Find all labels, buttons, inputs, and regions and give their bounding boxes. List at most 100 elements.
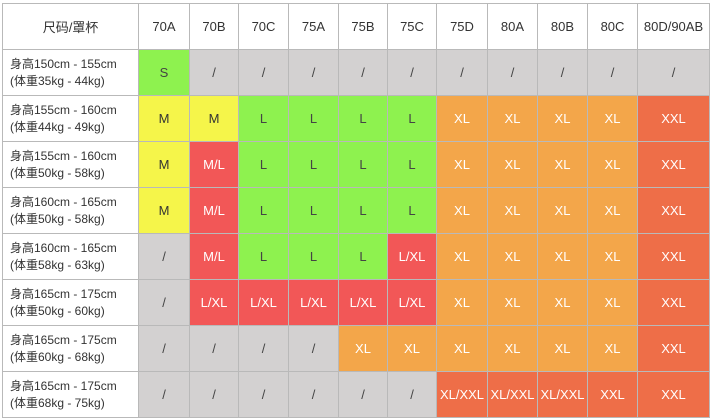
size-cell: M (189, 95, 239, 142)
size-cell: XXL (637, 325, 710, 372)
row-weight-label: (体重35kg - 44kg) (10, 73, 105, 88)
row-weight-label: (体重50kg - 60kg) (10, 303, 105, 318)
size-cell: L (338, 141, 388, 188)
size-cell: / (238, 371, 289, 418)
size-cell: XL (436, 141, 488, 188)
size-cell: / (238, 325, 289, 372)
table-row: 身高165cm - 175cm (体重50kg - 60kg) / L/XL L/XL L… (2, 279, 710, 326)
column-header-80d-90ab: 80D/90AB (637, 3, 710, 50)
size-cell: / (288, 371, 339, 418)
size-cell: XL (436, 187, 488, 234)
size-cell: L (387, 187, 437, 234)
row-label: 身高165cm - 175cm (体重50kg - 60kg) (2, 279, 139, 326)
row-weight-label: (体重60kg - 68kg) (10, 349, 105, 364)
size-cell: XL (387, 325, 437, 372)
size-cell: / (387, 49, 437, 96)
row-weight-label: (体重44kg - 49kg) (10, 119, 105, 134)
size-cell: XXL (637, 279, 710, 326)
size-cell: / (338, 371, 388, 418)
table-row: 身高165cm - 175cm (体重68kg - 75kg) / / / / / / XL/X… (2, 371, 710, 418)
size-cell: XXL (637, 187, 710, 234)
size-cell: XL (587, 233, 638, 280)
size-cell: / (637, 49, 710, 96)
table-row: 身高160cm - 165cm (体重50kg - 58kg) M M/L L L L L XL… (2, 187, 710, 234)
column-header-75a: 75A (288, 3, 339, 50)
size-cell: XXL (637, 95, 710, 142)
size-cell: XL (487, 325, 538, 372)
size-cell: S (138, 49, 190, 96)
size-cell: L (238, 187, 289, 234)
size-cell: L (387, 141, 437, 188)
size-cell: XL (587, 279, 638, 326)
row-weight-label: (体重58kg - 63kg) (10, 257, 105, 272)
size-cell: XL (537, 233, 588, 280)
column-header-80c: 80C (587, 3, 638, 50)
size-cell: XL (436, 233, 488, 280)
size-cell: / (288, 325, 339, 372)
size-cell: / (189, 371, 239, 418)
size-cell: / (587, 49, 638, 96)
size-cell: XL (587, 95, 638, 142)
size-cell: L/XL (288, 279, 339, 326)
corner-header-label: 尺码/罩杯 (2, 3, 139, 50)
size-cell: XXL (587, 371, 638, 418)
row-height-label: 身高160cm - 165cm (10, 194, 117, 209)
size-cell: M/L (189, 233, 239, 280)
size-cell: L/XL (189, 279, 239, 326)
size-cell: XL (537, 141, 588, 188)
row-height-label: 身高160cm - 165cm (10, 240, 117, 255)
table-row: 身高150cm - 155cm (体重35kg - 44kg) S / / / / / / / / /… (2, 49, 710, 96)
row-label: 身高165cm - 175cm (体重60kg - 68kg) (2, 325, 139, 372)
size-cell: XL (537, 279, 588, 326)
size-cell: L (238, 141, 289, 188)
size-cell: / (436, 49, 488, 96)
row-label: 身高160cm - 165cm (体重58kg - 63kg) (2, 233, 139, 280)
row-height-label: 身高155cm - 160cm (10, 148, 117, 163)
size-cell: L (338, 233, 388, 280)
size-cell: XL (537, 95, 588, 142)
row-height-label: 身高165cm - 175cm (10, 332, 117, 347)
size-cell: L/XL (387, 279, 437, 326)
row-height-label: 身高150cm - 155cm (10, 56, 117, 71)
column-header-70c: 70C (238, 3, 289, 50)
size-cell: / (537, 49, 588, 96)
size-cell: XL (587, 187, 638, 234)
size-cell: / (138, 371, 190, 418)
column-header-70b: 70B (189, 3, 239, 50)
size-cell: / (238, 49, 289, 96)
size-cell: XL (436, 95, 488, 142)
table-row: 身高165cm - 175cm (体重60kg - 68kg) / / / / XL XL XL… (2, 325, 710, 372)
column-header-80b: 80B (537, 3, 588, 50)
row-height-label: 身高165cm - 175cm (10, 378, 117, 393)
size-cell: XXL (637, 233, 710, 280)
row-label: 身高150cm - 155cm (体重35kg - 44kg) (2, 49, 139, 96)
header-row: 尺码/罩杯 70A 70B 70C 75A 75B 75C 75D 80A 80B 80C 80D/… (2, 3, 710, 50)
size-cell: XL (338, 325, 388, 372)
size-cell: XL (487, 233, 538, 280)
size-cell: XXL (637, 141, 710, 188)
size-cell: / (138, 325, 190, 372)
size-cell: L/XL (387, 233, 437, 280)
size-chart-table: 尺码/罩杯 70A 70B 70C 75A 75B 75C 75D 80A 80B 80C 80D/… (2, 3, 710, 418)
table-body: 身高150cm - 155cm (体重35kg - 44kg) S / / / / / / / / /… (2, 49, 710, 418)
size-cell: XL (537, 325, 588, 372)
row-height-label: 身高165cm - 175cm (10, 286, 117, 301)
size-cell: L (387, 95, 437, 142)
size-cell: / (189, 49, 239, 96)
row-weight-label: (体重68kg - 75kg) (10, 395, 105, 410)
column-header-75b: 75B (338, 3, 388, 50)
size-cell: XL/XXL (487, 371, 538, 418)
size-cell: M/L (189, 141, 239, 188)
size-cell: / (338, 49, 388, 96)
row-height-label: 身高155cm - 160cm (10, 102, 117, 117)
row-label: 身高165cm - 175cm (体重68kg - 75kg) (2, 371, 139, 418)
size-cell: XXL (637, 371, 710, 418)
row-label: 身高160cm - 165cm (体重50kg - 58kg) (2, 187, 139, 234)
size-cell: L (338, 95, 388, 142)
column-header-80a: 80A (487, 3, 538, 50)
size-cell: L (288, 233, 339, 280)
column-header-70a: 70A (138, 3, 190, 50)
size-cell: XL (587, 141, 638, 188)
size-cell: L (238, 95, 289, 142)
size-cell: M (138, 187, 190, 234)
